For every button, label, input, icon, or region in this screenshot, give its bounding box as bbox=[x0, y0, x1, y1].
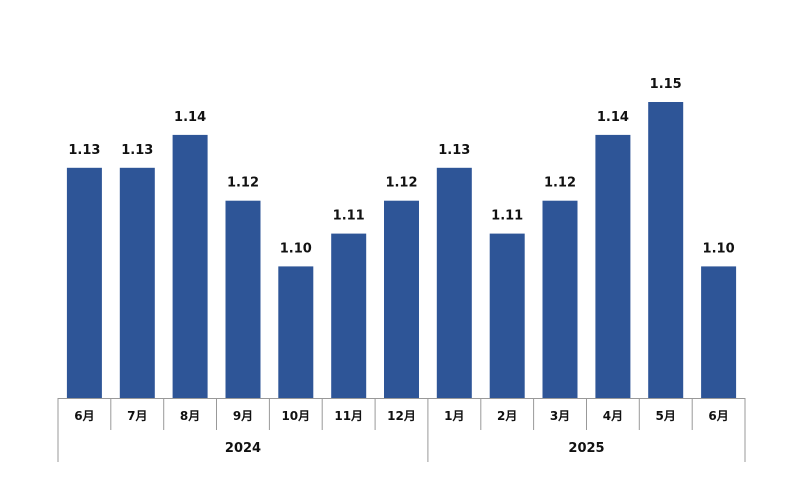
x-tick-label-10: 4月 bbox=[603, 409, 623, 423]
x-tick-label-1: 7月 bbox=[127, 409, 147, 423]
bar-10 bbox=[595, 134, 631, 398]
x-tick-label-12: 6月 bbox=[708, 409, 728, 423]
bar-2 bbox=[172, 134, 208, 398]
value-label-8: 1.11 bbox=[491, 209, 523, 224]
x-tick-label-7: 1月 bbox=[444, 409, 464, 423]
year-label-2024: 2024 bbox=[225, 441, 261, 456]
value-labels-layer: 1.13 1.13 1.14 1.12 1.10 1.11 1.12 1.13 1.11 1.12… bbox=[68, 77, 734, 256]
x-tick-label-11: 5月 bbox=[656, 409, 676, 423]
x-axis: 6月 7月 8月 9月 10月 11月 12月 1月 2月 3月 4月 5月 6月 2024 2025 bbox=[57, 398, 746, 462]
value-label-4: 1.10 bbox=[280, 241, 312, 256]
bar-4 bbox=[278, 266, 314, 398]
value-label-9: 1.12 bbox=[544, 176, 576, 191]
value-label-7: 1.13 bbox=[438, 143, 470, 158]
value-label-0: 1.13 bbox=[68, 143, 100, 158]
x-tick-label-6: 12月 bbox=[387, 409, 416, 423]
x-tick-label-0: 6月 bbox=[74, 409, 94, 423]
x-tick-label-9: 3月 bbox=[550, 409, 570, 423]
x-tick-label-2: 8月 bbox=[180, 409, 200, 423]
bar-5 bbox=[331, 233, 367, 398]
x-tick-label-3: 9月 bbox=[233, 409, 253, 423]
bar-6 bbox=[384, 200, 419, 398]
value-label-1: 1.13 bbox=[121, 143, 153, 158]
bar-8 bbox=[489, 233, 525, 398]
x-tick-label-5: 11月 bbox=[334, 409, 363, 423]
bar-3 bbox=[225, 200, 261, 398]
bar-12 bbox=[701, 266, 737, 398]
bar-11 bbox=[648, 102, 684, 398]
value-label-5: 1.11 bbox=[333, 209, 365, 224]
value-label-10: 1.14 bbox=[597, 110, 629, 125]
bar-7 bbox=[436, 167, 472, 398]
bar-9 bbox=[542, 200, 578, 398]
x-tick-label-4: 10月 bbox=[281, 409, 310, 423]
year-label-2025: 2025 bbox=[568, 441, 604, 456]
bar-0 bbox=[66, 167, 102, 398]
bar-1 bbox=[119, 167, 155, 398]
bars-layer bbox=[66, 102, 737, 398]
value-label-2: 1.14 bbox=[174, 110, 206, 125]
value-label-12: 1.10 bbox=[703, 241, 735, 256]
value-label-6: 1.12 bbox=[385, 176, 417, 191]
value-label-3: 1.12 bbox=[227, 176, 259, 191]
x-tick-label-8: 2月 bbox=[497, 409, 517, 423]
value-label-11: 1.15 bbox=[650, 77, 682, 92]
